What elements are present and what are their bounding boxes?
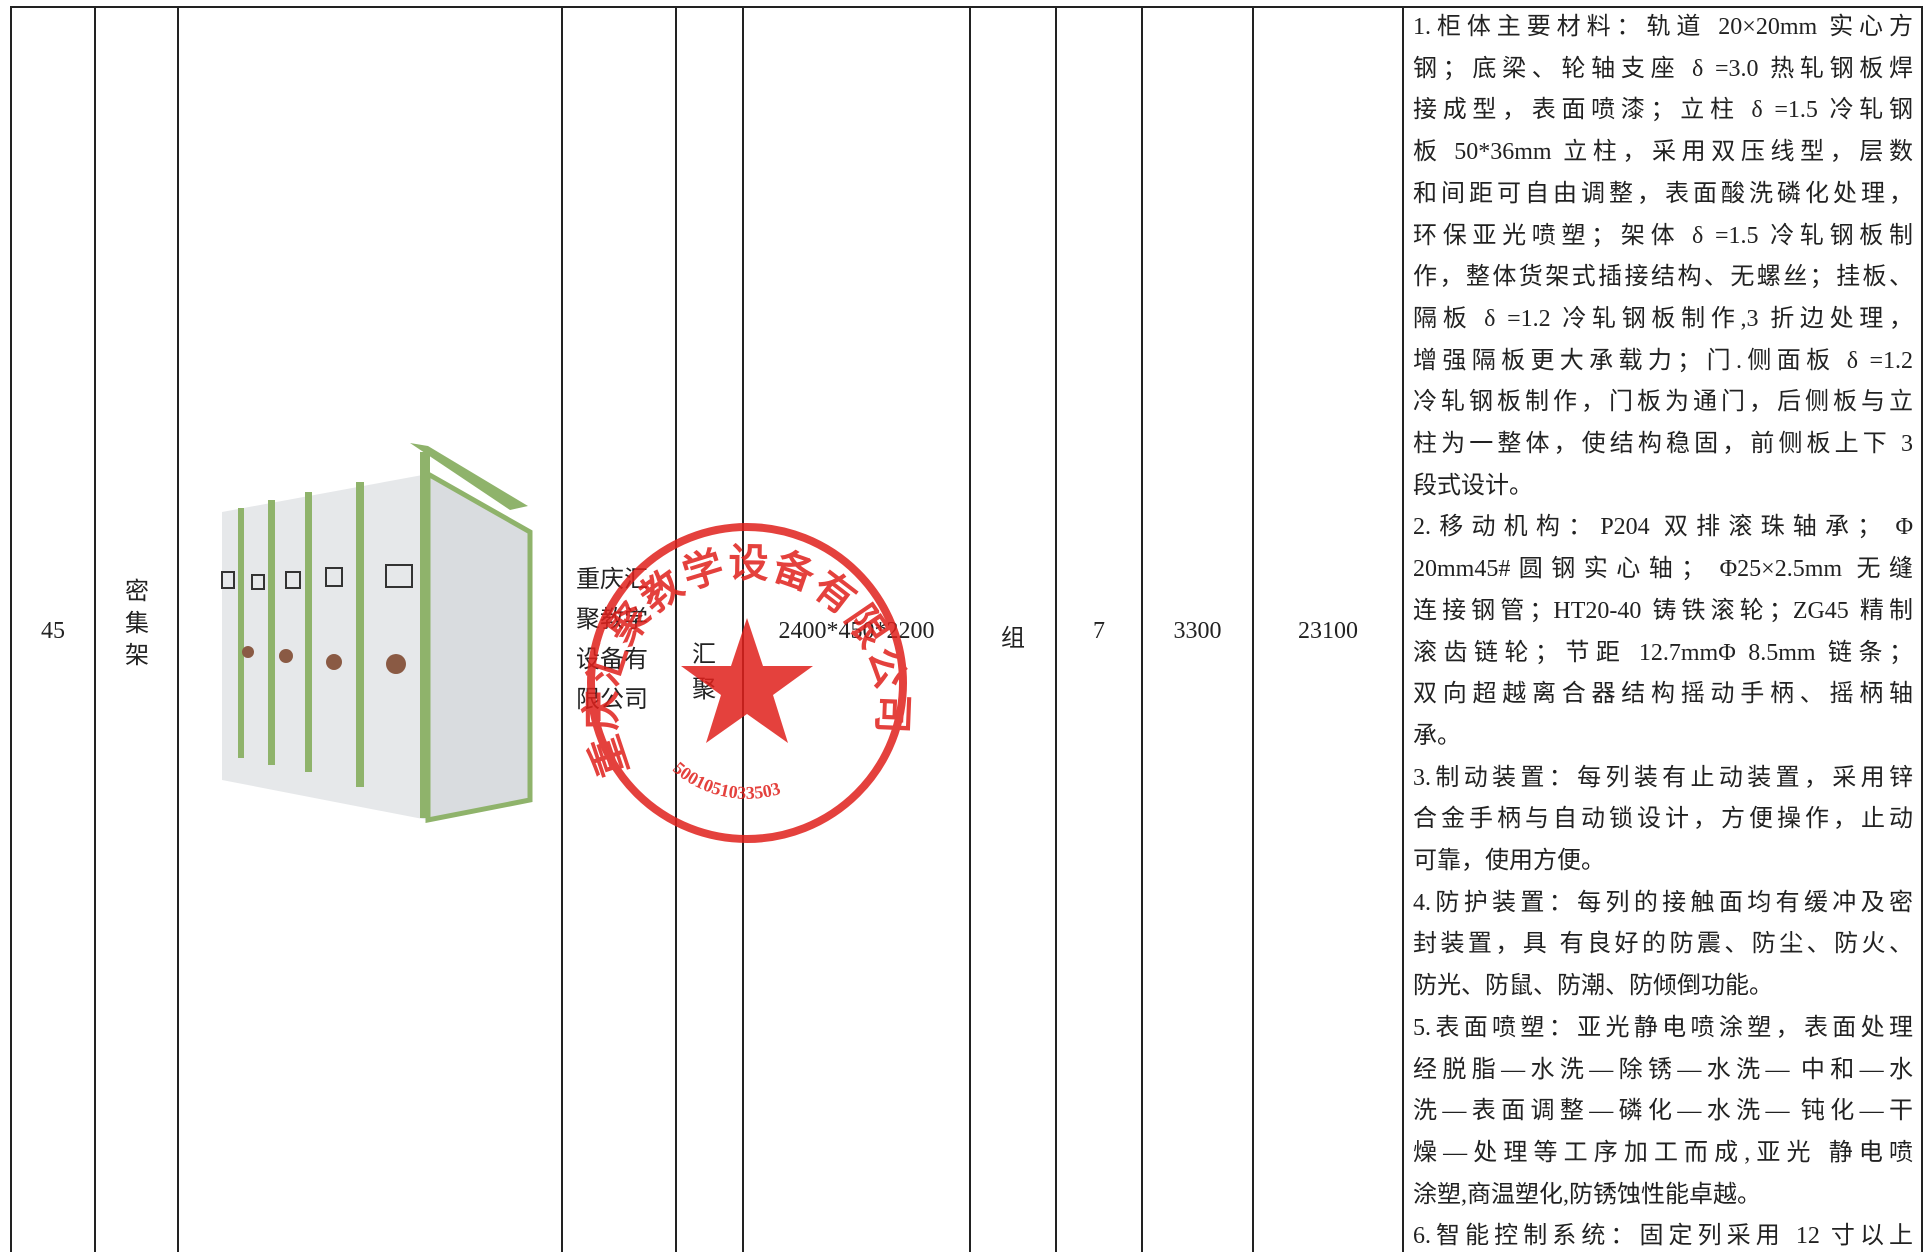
description-line: 3.制动装置：每列装有止动装置，采用锌 <box>1413 764 1913 791</box>
description-line: 封装置，具 有良好的防震、防尘、防火、 <box>1413 931 1913 958</box>
description-line: 和间距可自由调整，表面酸洗磷化处理， <box>1413 180 1913 207</box>
column-border <box>1055 7 1057 1252</box>
quantity: 7 <box>1093 618 1105 644</box>
column-border <box>94 7 96 1252</box>
description-line: 1.柜体主要材料：轨道 20×20mm 实心方 <box>1413 14 1913 40</box>
index: 45 <box>41 618 65 644</box>
table-border <box>10 6 1923 8</box>
column-border <box>675 7 677 1252</box>
description-line: 环保亚光喷塑；架体 δ =1.5 冷轧钢板制 <box>1413 222 1913 249</box>
description-line: 燥—处理等工序加工而成,亚光 静电喷 <box>1413 1139 1913 1166</box>
column-border <box>742 7 744 1252</box>
unit-price: 3300 <box>1173 618 1222 644</box>
unit: 组 <box>1001 626 1025 652</box>
description-line: 合金手柄与自动锁设计，方便操作，止动 <box>1413 806 1913 833</box>
description-line: 涂塑,商温塑化,防锈蚀性能卓越。 <box>1413 1181 1761 1208</box>
description-line: 双向超越离合器结构摇动手柄、摇柄轴 <box>1413 681 1913 708</box>
description-line: 隔板 δ =1.2 冷轧钢板制作,3 折边处理， <box>1413 305 1913 332</box>
total: 23100 <box>1298 618 1358 644</box>
description-line: 洗—表面调整—磷化—水洗— 钝化—干 <box>1413 1098 1913 1125</box>
description-line: 滚齿链轮；节距 12.7mmΦ 8.5mm 链条； <box>1413 639 1913 666</box>
description-line: 6.智能控制系统：固定列采用 12 寸以上 <box>1413 1223 1913 1250</box>
column-border <box>1402 7 1404 1252</box>
column-border <box>1921 7 1923 1252</box>
description-line: 板 50*36mm 立柱，采用双压线型，层数 <box>1413 139 1913 166</box>
description-line: 接成型，表面喷漆；立柱 δ =1.5 冷轧钢 <box>1413 97 1913 124</box>
column-border <box>1141 7 1143 1252</box>
description-line: 增强隔板更大承载力；门.侧面板 δ =1.2 <box>1413 347 1913 374</box>
description-line: 4.防护装置：每列的接触面均有缓冲及密 <box>1413 889 1913 916</box>
description-line: 5.表面喷塑：亚光静电喷涂塑，表面处理 <box>1413 1014 1913 1041</box>
description-line: 冷轧钢板制作，门板为通门，后侧板与立 <box>1413 389 1913 416</box>
spec: 2400*450*2200 <box>778 618 935 644</box>
description-line: 承。 <box>1413 722 1461 749</box>
svg-text:5001051033503: 5001051033503 <box>669 758 782 803</box>
description-line: 柱为一整体，使结构稳固，前侧板上下 3 <box>1413 431 1913 457</box>
item-name: 密集架 <box>125 579 149 669</box>
column-border <box>1252 7 1254 1252</box>
description-line: 段式设计。 <box>1413 472 1533 499</box>
column-border <box>177 7 179 1252</box>
description-line: 连接钢管；HT20-40 铸铁滚轮；ZG45 精制 <box>1413 597 1913 624</box>
column-border <box>561 7 563 1252</box>
column-border <box>10 7 12 1252</box>
stamp-code: 5001051033503 <box>669 758 782 803</box>
description-line: 防光、防鼠、防潮、防倾倒功能。 <box>1413 973 1773 1000</box>
description-line: 可靠，使用方便。 <box>1413 848 1605 874</box>
description-line: 钢；底梁、轮轴支座 δ =3.0 热轧钢板焊 <box>1413 55 1913 82</box>
description-line: 作，整体货架式插接结构、无螺丝；挂板、 <box>1413 264 1913 291</box>
description-line: 2.移动机构：P204 双排滚珠轴承； Φ <box>1413 514 1913 541</box>
description-line: 经脱脂—水洗—除锈—水洗— 中和—水 <box>1413 1056 1913 1083</box>
description-line: 20mm45#圆钢实心轴； Φ25×2.5mm 无缝 <box>1413 556 1913 583</box>
column-border <box>969 7 971 1252</box>
